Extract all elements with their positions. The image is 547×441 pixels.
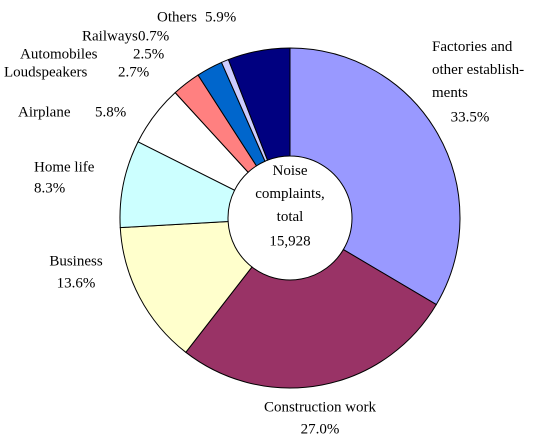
slice (185, 248, 438, 389)
slice-value-label: 13.6% (57, 275, 96, 291)
donut (119, 47, 461, 389)
slice-value-label: 33.5% (451, 109, 490, 125)
slice-label: Home life (34, 159, 95, 175)
slice-label: Automobiles (20, 46, 98, 62)
slice-value-label: 2.7% (118, 64, 149, 80)
slice-label: Business (49, 253, 103, 269)
center-total: 15,928 (269, 233, 310, 249)
slice-value-label: 0.7% (138, 28, 169, 44)
slice-value-label: 5.8% (95, 104, 126, 120)
slice-label: Airplane (18, 104, 71, 120)
slice-label: Railways (82, 28, 138, 44)
slice-label: Others (157, 9, 197, 25)
slice-label: Loudspeakers (4, 64, 87, 80)
slice-value-label: 27.0% (301, 421, 340, 437)
slice-label: Factories and other establish-ments (432, 39, 524, 101)
slice (289, 47, 461, 306)
slice (119, 220, 253, 354)
slice-label: Construction work (264, 399, 377, 415)
slice-value-label: 2.5% (133, 46, 164, 62)
slice-value-label: 5.9% (205, 9, 236, 25)
slice (227, 47, 291, 161)
center-text: Noise complaints, total (255, 163, 325, 225)
slice-value-label: 8.3% (34, 180, 65, 196)
